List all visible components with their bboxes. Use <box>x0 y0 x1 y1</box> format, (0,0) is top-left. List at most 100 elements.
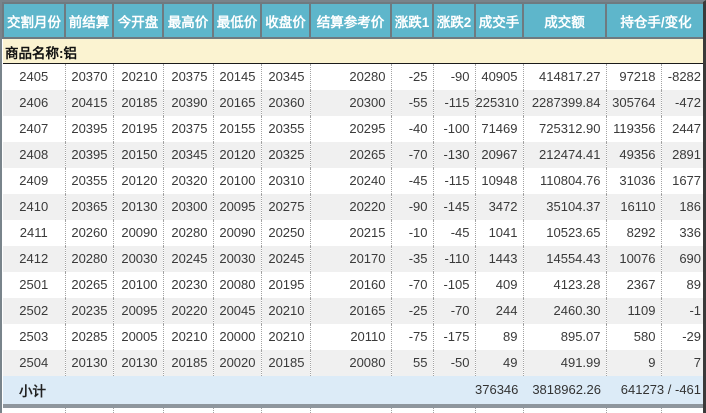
value-cell: 20090 <box>213 219 262 246</box>
value-cell: 20185 <box>163 349 214 376</box>
table-row: 2503 20285 20005 20210 20000 20210 20110 -75 -17… <box>3 323 703 350</box>
value-cell: 20030 <box>113 245 164 272</box>
value-cell: 20185 <box>261 349 311 376</box>
subtotal-turnover: 3818962.26 <box>523 375 606 404</box>
value-cell: 20360 <box>261 89 311 116</box>
stub-cell <box>213 407 262 413</box>
value-cell: 20280 <box>163 219 214 246</box>
value-cell: 10523.65 <box>523 219 607 246</box>
value-cell: 20210 <box>261 323 311 350</box>
value-cell: -35 <box>391 245 434 272</box>
table-row: 2502 20235 20095 20220 20045 20210 20165 -25 -70… <box>3 297 703 324</box>
value-cell: 20355 <box>261 115 311 142</box>
value-cell: 20210 <box>163 323 214 350</box>
value-cell: 3472 <box>475 193 524 220</box>
stub-cell <box>606 407 662 413</box>
table-row: 2501 20265 20100 20230 20080 20195 20160 -70 -10… <box>3 271 703 298</box>
value-cell: 55 <box>391 349 434 376</box>
value-cell: 20285 <box>65 323 114 350</box>
value-cell: 20100 <box>113 271 164 298</box>
value-cell: 97218 <box>606 63 662 90</box>
product-name-label: 商品名称:铝 <box>3 38 703 64</box>
value-cell: 2460.30 <box>523 297 607 324</box>
value-cell: 20080 <box>310 349 392 376</box>
value-cell: 1109 <box>606 297 662 324</box>
value-cell: -55 <box>391 89 434 116</box>
value-cell: 20110 <box>310 323 392 350</box>
contract-month-cell: 2408 <box>3 141 66 168</box>
value-cell: -25 <box>391 63 434 90</box>
value-cell: 20170 <box>310 245 392 272</box>
header-row: 交割月份 前结算 今开盘 最高价 最低价 收盘价 结算参考价 涨跌1 涨跌2 成交手 成交额 持仓手/… <box>2 2 703 39</box>
value-cell: 20130 <box>65 349 114 376</box>
stub-cell <box>65 407 114 413</box>
value-cell: 20345 <box>261 63 311 90</box>
value-cell: 20120 <box>213 141 262 168</box>
value-cell: 20275 <box>261 193 311 220</box>
value-cell: 20090 <box>113 219 164 246</box>
value-cell: 20080 <box>213 271 262 298</box>
table-row: 2411 20260 20090 20280 20090 20250 20215 -10 -45… <box>3 219 703 246</box>
value-cell: 20280 <box>65 245 114 272</box>
value-cell: 20100 <box>213 167 262 194</box>
value-cell: 35104.37 <box>523 193 607 220</box>
column-header: 交割月份 <box>2 2 66 39</box>
value-cell: 409 <box>475 271 524 298</box>
stub-cell <box>523 407 607 413</box>
value-cell: 10948 <box>475 167 524 194</box>
value-cell: 20165 <box>213 89 262 116</box>
column-header: 今开盘 <box>112 2 164 39</box>
next-section-stub <box>3 407 703 413</box>
value-cell: 20155 <box>213 115 262 142</box>
value-cell: 89 <box>661 271 703 298</box>
value-cell: 20005 <box>113 323 164 350</box>
stub-cell <box>433 407 476 413</box>
value-cell: 20120 <box>113 167 164 194</box>
value-cell: -90 <box>433 63 476 90</box>
value-cell: -130 <box>433 141 476 168</box>
stub-cell <box>113 407 164 413</box>
value-cell: 20265 <box>65 271 114 298</box>
table-row: 2504 20130 20130 20185 20020 20185 20080 55 -50 4… <box>3 349 703 376</box>
value-cell: 20130 <box>113 349 164 376</box>
column-header: 最低价 <box>212 2 262 39</box>
value-cell: 20967 <box>475 141 524 168</box>
value-cell: 20220 <box>163 297 214 324</box>
value-cell: 1677 <box>661 167 703 194</box>
value-cell: 2287399.84 <box>523 89 607 116</box>
value-cell: 20195 <box>113 115 164 142</box>
value-cell: 14554.43 <box>523 245 607 272</box>
value-cell: 491.99 <box>523 349 607 376</box>
value-cell: -10 <box>391 219 434 246</box>
value-cell: 20245 <box>163 245 214 272</box>
value-cell: -90 <box>391 193 434 220</box>
table-row: 2409 20355 20120 20320 20100 20310 20240 -45 -11… <box>3 167 703 194</box>
contract-month-cell: 2411 <box>3 219 66 246</box>
subtotal-volume: 376346 <box>475 375 523 404</box>
stub-cell <box>261 407 311 413</box>
value-cell: 212474.41 <box>523 141 607 168</box>
value-cell: -1 <box>661 297 703 324</box>
column-header: 成交额 <box>522 2 607 39</box>
value-cell: 305764 <box>606 89 662 116</box>
value-cell: 40905 <box>475 63 524 90</box>
stub-cell <box>391 407 434 413</box>
value-cell: -110 <box>433 245 476 272</box>
contract-month-cell: 2501 <box>3 271 66 298</box>
value-cell: 20045 <box>213 297 262 324</box>
value-cell: 20250 <box>261 219 311 246</box>
value-cell: -8282 <box>661 63 703 90</box>
value-cell: 244 <box>475 297 524 324</box>
table-row: 2405 20370 20210 20375 20145 20345 20280 -25 -90… <box>3 63 703 90</box>
column-header: 成交手 <box>474 2 524 39</box>
stub-cell <box>3 407 66 413</box>
value-cell: -25 <box>391 297 434 324</box>
stub-cell <box>163 407 214 413</box>
value-cell: 20230 <box>163 271 214 298</box>
contract-month-cell: 2406 <box>3 89 66 116</box>
value-cell: -105 <box>433 271 476 298</box>
value-cell: -70 <box>433 297 476 324</box>
value-cell: 2891 <box>661 141 703 168</box>
value-cell: 20355 <box>65 167 114 194</box>
